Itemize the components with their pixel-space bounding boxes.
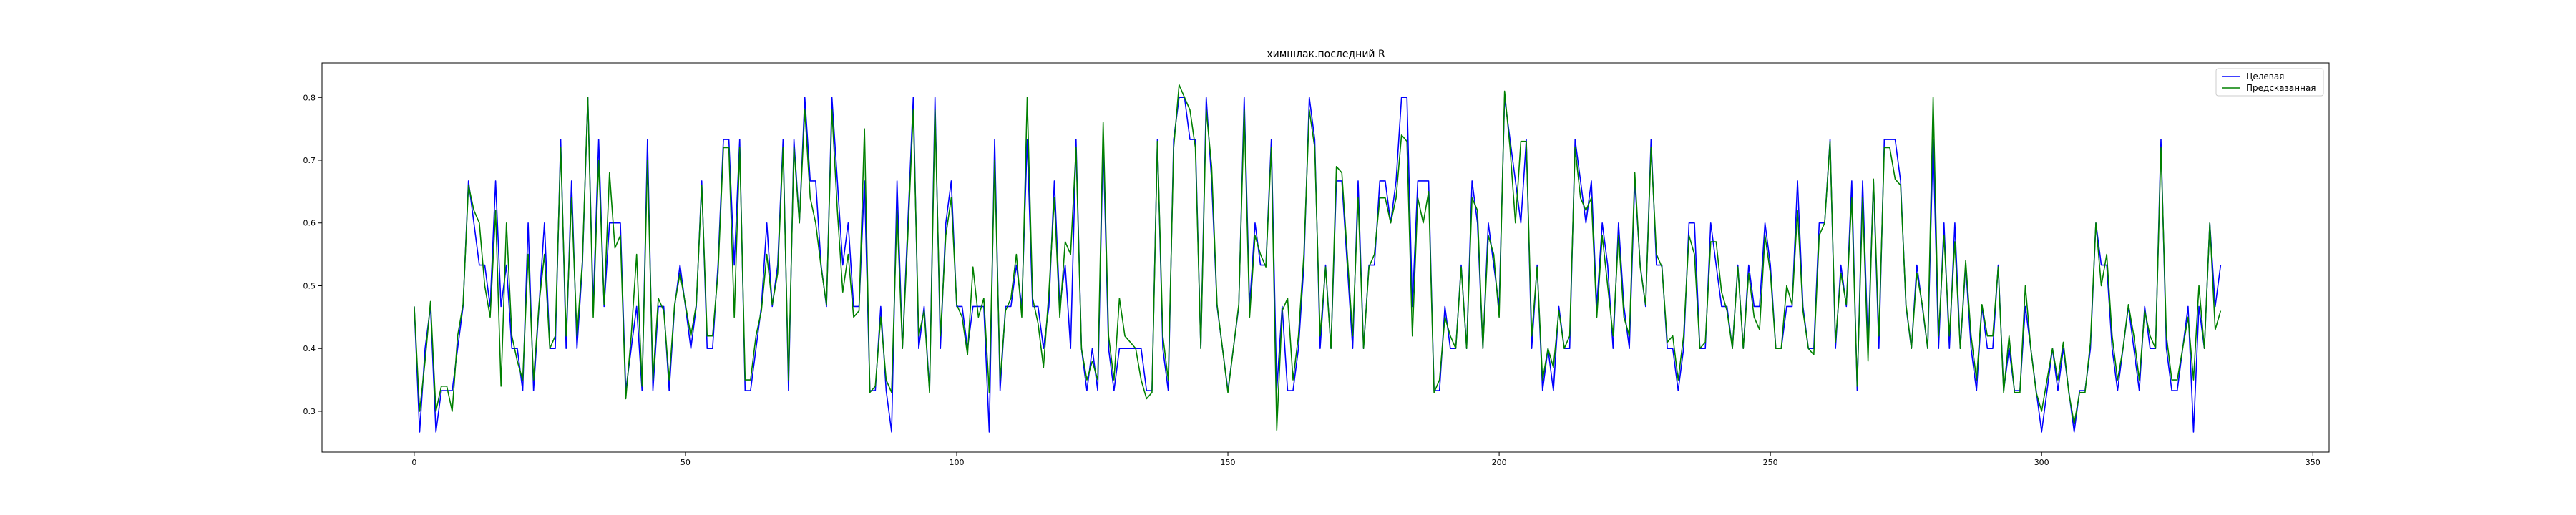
y-tick-label: 0.3	[303, 407, 316, 416]
axes-frame	[321, 62, 2330, 453]
legend-label-0: Целевая	[2246, 72, 2284, 82]
y-tick-label: 0.5	[303, 281, 316, 290]
chart-title: химшлак.последний R	[1267, 49, 1385, 60]
legend-box	[2215, 68, 2324, 97]
x-tick-label: 300	[2034, 458, 2049, 467]
x-tick-label: 100	[949, 458, 964, 467]
x-tick-label: 50	[680, 458, 691, 467]
y-tick-label: 0.7	[303, 156, 316, 165]
x-tick-label: 200	[1492, 458, 1507, 467]
y-tick-label: 0.6	[303, 219, 316, 228]
x-tick-label: 150	[1221, 458, 1236, 467]
x-tick-label: 350	[2306, 458, 2321, 467]
x-tick-label: 0	[411, 458, 416, 467]
legend-label-1: Предсказанная	[2246, 83, 2316, 93]
plot-area	[414, 84, 2222, 433]
series-line-1	[414, 84, 2222, 431]
y-tick-label: 0.4	[303, 344, 316, 353]
x-tick-label: 250	[1763, 458, 1778, 467]
axes: 0 50 100 150 200 250 300 350 0.3 0.4 0.5 0.6 0.7 0.8	[303, 62, 2330, 467]
y-tick-label: 0.8	[303, 93, 316, 102]
